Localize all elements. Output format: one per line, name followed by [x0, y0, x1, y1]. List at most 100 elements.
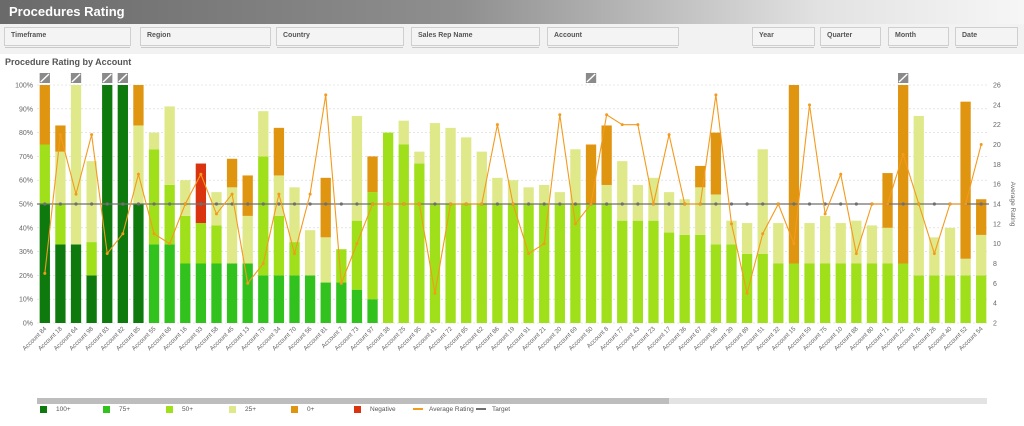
bar-segment [960, 101, 971, 259]
bar-segment [382, 132, 394, 323]
target-point [199, 202, 203, 206]
bar-segment [695, 234, 706, 323]
bar-segment [710, 194, 722, 245]
filter-quarter[interactable]: Quarter [820, 27, 881, 48]
bar-segment [195, 263, 207, 323]
average-rating-point [386, 202, 390, 206]
bar-segment [898, 263, 909, 323]
average-rating-point [293, 252, 297, 256]
bar-segment [492, 177, 503, 204]
y-tick-label: 100% [15, 83, 33, 90]
target-point [168, 202, 172, 206]
bar-segment [86, 242, 97, 276]
bar-segment [273, 275, 285, 323]
bar-segment [648, 220, 659, 323]
filter-month[interactable]: Month [888, 27, 949, 48]
bar-segment [55, 244, 66, 323]
bar-segment [960, 275, 971, 323]
target-point [807, 202, 812, 206]
legend-item-100: 100+ [40, 406, 71, 418]
average-rating-point [948, 202, 952, 206]
bar-segment [819, 215, 831, 264]
average-rating-point [355, 242, 359, 246]
y-tick-label: 30% [19, 249, 33, 256]
y-tick-label: 20% [19, 273, 33, 280]
bar-segment [835, 263, 846, 323]
bar-segment [570, 204, 581, 323]
bar-segment [242, 175, 253, 216]
average-rating-point [277, 192, 281, 196]
average-rating-point [870, 202, 874, 206]
bar-segment [695, 165, 706, 188]
bar-segment [617, 161, 628, 221]
bar-segment [976, 234, 987, 276]
bar-segment [617, 220, 628, 323]
y-tick-label: 60% [19, 178, 33, 185]
y2-tick-label: 16 [993, 182, 1001, 189]
bar-segment [133, 125, 144, 204]
filter-country[interactable]: Country [276, 27, 404, 48]
average-rating-point [823, 212, 827, 216]
bar-segment [398, 144, 409, 323]
bar-segment [273, 127, 285, 176]
bar-segment [866, 263, 878, 323]
target-point [792, 202, 796, 206]
average-rating-point [168, 242, 172, 246]
bar-segment [773, 263, 784, 323]
bar-segment [351, 115, 363, 221]
bar-segment [601, 125, 612, 185]
average-rating-point [776, 202, 780, 206]
bar-segment [39, 144, 50, 204]
average-rating-point [683, 202, 687, 206]
overflow-marker-stripe [40, 73, 50, 83]
filter-timeframe[interactable]: Timeframe [4, 27, 131, 48]
average-rating-point [979, 143, 983, 146]
average-rating-point [745, 291, 749, 295]
bar-segment [804, 263, 815, 323]
bar-segment [663, 192, 675, 233]
bar-segment [336, 249, 347, 283]
bar-segment [835, 223, 846, 264]
y2-tick-label: 22 [993, 122, 1001, 129]
bar-segment [336, 282, 347, 323]
bar-segment [164, 184, 175, 245]
target-point [605, 202, 609, 206]
average-rating-point [808, 103, 812, 107]
y2-tick-label: 26 [993, 83, 1001, 90]
scrollbar-thumb[interactable] [37, 398, 669, 404]
filter-account[interactable]: Account [547, 27, 679, 48]
y2-tick-label: 12 [993, 221, 1001, 228]
bar-segment [788, 85, 800, 264]
legend-line-target [476, 408, 486, 411]
bar-segment [726, 220, 737, 245]
bar-segment [804, 223, 815, 264]
overflow-marker-stripe [586, 73, 596, 83]
filter-date[interactable]: Date [955, 27, 1018, 48]
bar-segment [741, 223, 753, 254]
bar-segment [242, 263, 253, 323]
filter-sales-rep[interactable]: Sales Rep Name [411, 27, 540, 48]
filter-region[interactable]: Region [140, 27, 271, 48]
bar-segment [414, 163, 425, 323]
bar-segment [55, 151, 66, 204]
y-tick-label: 90% [19, 106, 33, 113]
filter-year[interactable]: Year [752, 27, 815, 48]
bar-segment [913, 275, 924, 323]
average-rating-point [433, 291, 437, 295]
bar-segment [320, 177, 331, 238]
bar-segment [554, 192, 565, 204]
y-tick-label: 10% [19, 297, 33, 304]
target-point [761, 202, 765, 206]
target-point [324, 202, 328, 206]
target-point [90, 202, 94, 206]
bar-segment [445, 204, 456, 323]
bar-segment [70, 244, 82, 323]
average-rating-point [308, 192, 312, 196]
average-rating-point [183, 202, 187, 206]
target-point [261, 202, 265, 206]
bar-segment [710, 244, 722, 323]
bar-segment [398, 120, 409, 145]
average-rating-point [558, 113, 562, 117]
target-point [901, 202, 905, 206]
target-point [230, 202, 234, 206]
